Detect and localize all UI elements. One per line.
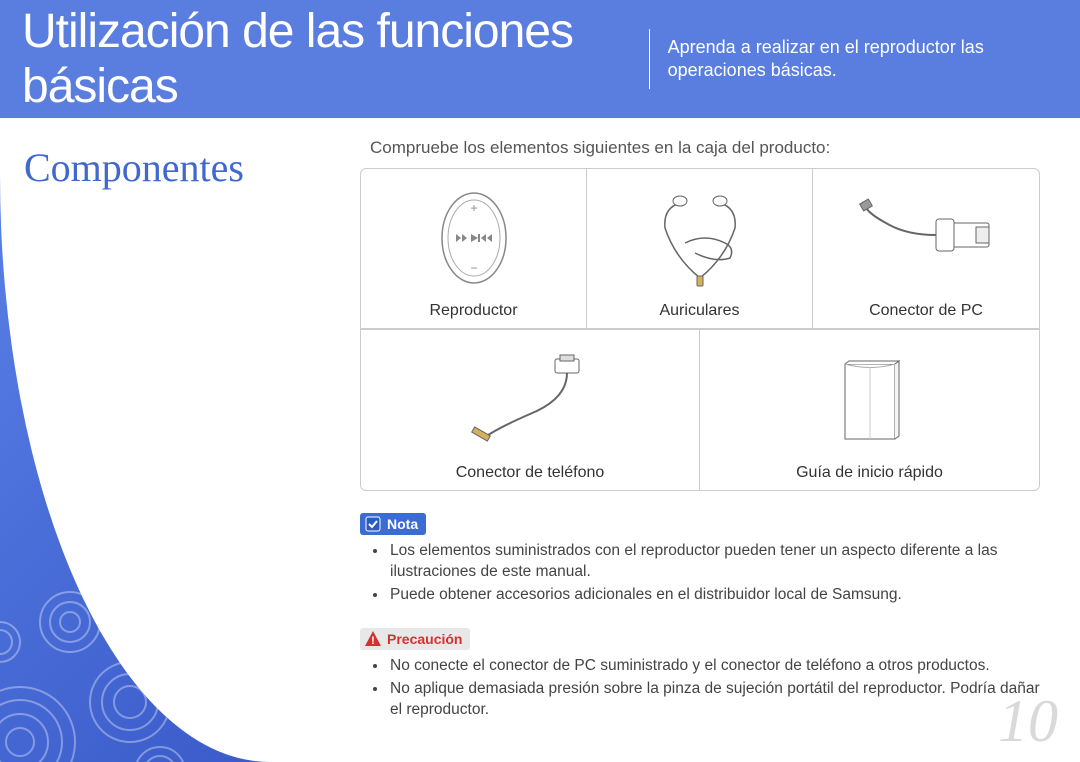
note-block: Nota Los elementos suministrados con el …: [360, 513, 1040, 606]
earphones-icon: [595, 177, 804, 298]
page-banner: Utilización de las funciones básicas Apr…: [0, 0, 1080, 118]
component-label: Guía de inicio rápido: [796, 464, 943, 482]
note-bullet: Puede obtener accesorios adicionales en …: [388, 585, 1040, 606]
usb-icon: [821, 177, 1031, 298]
note-tag-text: Nota: [387, 516, 418, 532]
banner-subtitle: Aprenda a realizar en el reproductor las…: [668, 36, 1080, 83]
component-label: Reproductor: [429, 302, 517, 320]
component-label: Auriculares: [659, 302, 739, 320]
section-heading: Componentes: [24, 144, 244, 191]
components-grid-top: + − Reproductor Auric: [360, 168, 1040, 329]
caution-tag: ! Precaución: [360, 628, 470, 650]
phone-cable-icon: [369, 338, 691, 460]
main-content: Compruebe los elementos siguientes en la…: [270, 118, 1080, 762]
caution-block: ! Precaución No conecte el conector de P…: [360, 628, 1040, 721]
caution-warning-icon: !: [364, 630, 382, 648]
component-cell-player: + − Reproductor: [361, 169, 587, 329]
decorative-circles-icon: [0, 442, 270, 762]
note-bullet: Los elementos suministrados con el repro…: [388, 541, 1040, 583]
sidebar: [0, 118, 270, 762]
banner-title: Utilización de las funciones básicas: [22, 4, 627, 114]
component-cell-phone-cable: Conector de teléfono: [361, 330, 700, 490]
svg-text:+: +: [470, 201, 477, 215]
component-cell-usb: Conector de PC: [813, 169, 1039, 329]
caution-bullets: No conecte el conector de PC suministrad…: [360, 656, 1040, 721]
caution-tag-text: Precaución: [387, 631, 462, 647]
caution-bullet: No aplique demasiada presión sobre la pi…: [388, 679, 1040, 721]
component-cell-earphones: Auriculares: [587, 169, 813, 329]
component-label: Conector de PC: [869, 302, 983, 320]
component-cell-manual: Guía de inicio rápido: [700, 330, 1039, 490]
page-number: 10: [998, 687, 1058, 756]
note-bullets: Los elementos suministrados con el repro…: [360, 541, 1040, 606]
intro-text: Compruebe los elementos siguientes en la…: [370, 138, 1040, 158]
components-grid-bottom: Conector de teléfono Guía de inicio rápi…: [360, 329, 1040, 491]
note-check-icon: [364, 515, 382, 533]
component-label: Conector de teléfono: [456, 464, 605, 482]
note-tag: Nota: [360, 513, 426, 535]
svg-text:−: −: [470, 261, 477, 275]
manual-icon: [708, 338, 1031, 460]
svg-text:!: !: [371, 635, 375, 647]
player-icon: + −: [369, 177, 578, 298]
caution-bullet: No conecte el conector de PC suministrad…: [388, 656, 1040, 677]
banner-divider: [649, 29, 650, 89]
